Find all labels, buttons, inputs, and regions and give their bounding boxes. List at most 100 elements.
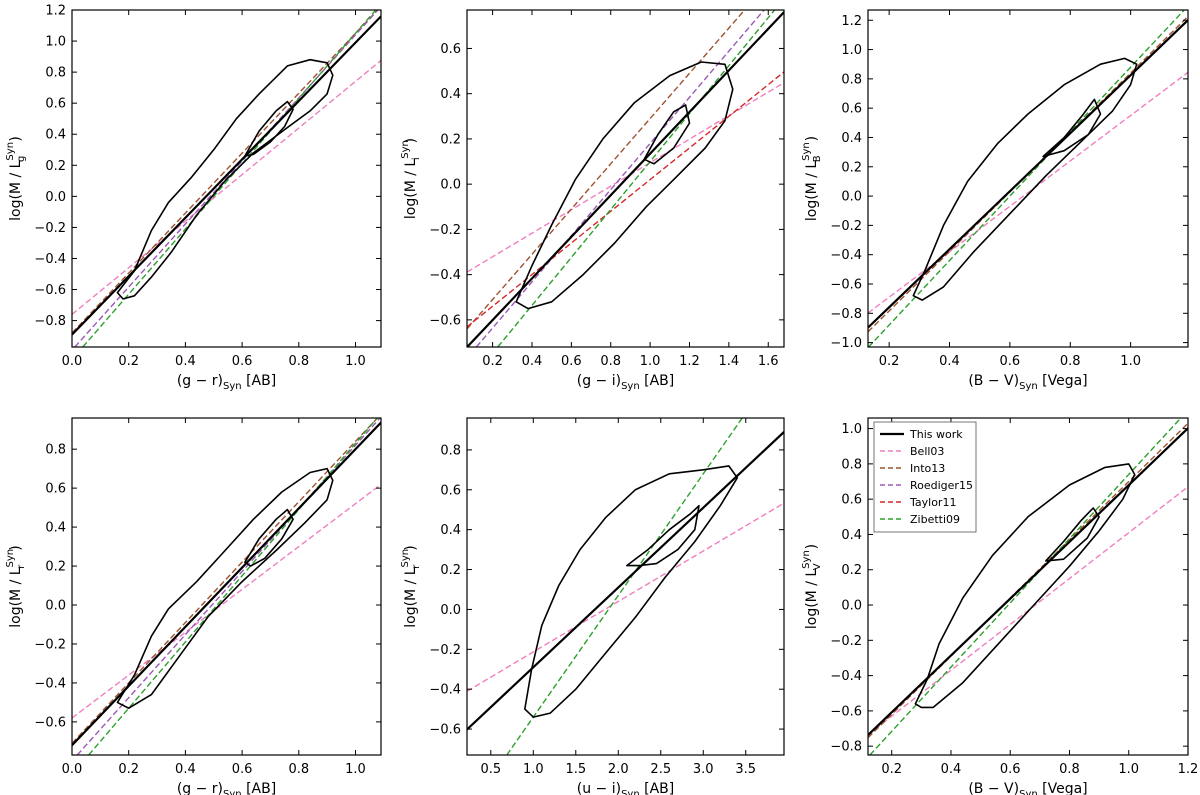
- series-line-bell03: [467, 82, 784, 273]
- x-tick-label: 0.0: [62, 762, 83, 777]
- x-tick-label: 0.8: [1060, 354, 1081, 369]
- y-axis-label-sup: Syn: [400, 549, 411, 568]
- legend-label-taylor11: Taylor11: [909, 496, 956, 509]
- axes-frame: [867, 417, 1189, 756]
- x-axis-label-tail: [AB]: [640, 781, 675, 795]
- series-line-zibetti09: [868, 10, 1185, 347]
- legend-frame: [873, 421, 977, 533]
- y-axis-label-sup: Syn: [801, 142, 812, 161]
- y-tick-label: −0.2: [830, 634, 862, 649]
- contour-inner: [244, 508, 294, 567]
- y-axis-label-sup: Syn: [5, 549, 16, 568]
- axes-frame: [71, 417, 382, 756]
- x-axis-label-tail: [AB]: [242, 781, 277, 795]
- x-tick-label: 1.5: [565, 762, 586, 777]
- panels-group: 0.0 0.2 0.4 0.6 0.8 1.0 −0.8 −0.6 −0.4 −0.2 0.0 0.2…: [5, 4, 1198, 795]
- x-tick-label: 1.0: [523, 762, 544, 777]
- y-tick-label: 0.4: [45, 521, 66, 536]
- y-axis-label: log(M / LSynr): [400, 545, 422, 628]
- y-axis-label-sub: r: [411, 564, 422, 569]
- y-tick-label: 0.2: [45, 560, 66, 575]
- contour-inner: [1045, 507, 1100, 562]
- x-axis-label-tail: [AB]: [640, 373, 675, 389]
- y-axis-label-tail: ): [403, 545, 419, 550]
- y-tick-label: −0.6: [429, 723, 461, 738]
- y-tick-label: 0.4: [841, 131, 862, 146]
- x-tick-label: 1.6: [758, 354, 779, 369]
- x-tick-label: 0.8: [1059, 762, 1080, 777]
- y-tick-label: 0.0: [440, 178, 461, 193]
- contour-inner: [643, 104, 691, 165]
- y-axis-label-main: log(M / L: [8, 160, 24, 221]
- x-tick-label: 1.0: [345, 354, 366, 369]
- x-axis-label-sub: Syn: [1019, 789, 1038, 795]
- x-tick-label: 1.2: [679, 354, 700, 369]
- x-axis-label-sub: Syn: [223, 789, 242, 795]
- panel-top-middle: 0.2 0.4 0.6 0.8 1.0 1.2 1.4 1.6 −0.6 −0.4 −0.2 0.0 0…: [400, 9, 785, 392]
- y-tick-label: −0.4: [34, 252, 66, 267]
- legend-label-roediger15: Roediger15: [910, 479, 973, 492]
- x-tick-label: 0.2: [118, 354, 139, 369]
- y-tick-label: −0.8: [830, 307, 862, 322]
- y-tick-label: −0.6: [34, 715, 66, 730]
- x-axis-label-main: (g − r): [177, 781, 223, 795]
- plot-area: [467, 418, 784, 755]
- y-tick-label: 0.6: [841, 102, 862, 117]
- x-tick-label: 0.4: [522, 354, 543, 369]
- x-axis-label: (g − r)Syn [AB]: [177, 373, 276, 392]
- x-tick-label: 1.0: [1120, 354, 1141, 369]
- x-tick-label: 0.6: [1000, 354, 1021, 369]
- x-tick-label: 1.4: [719, 354, 740, 369]
- y-tick-label: −0.4: [830, 248, 862, 263]
- plot-area: [72, 418, 381, 755]
- x-tick-label: 0.4: [175, 762, 196, 777]
- legend-label-zibetti09: Zibetti09: [910, 513, 960, 526]
- x-axis-label-tail: [Vega]: [1038, 373, 1088, 389]
- y-tick-label: 0.6: [841, 493, 862, 508]
- y-tick-label: 0.8: [45, 443, 66, 458]
- plot-area: [868, 418, 1188, 755]
- series-line-into13: [72, 10, 379, 334]
- panel-top-left: 0.0 0.2 0.4 0.6 0.8 1.0 −0.8 −0.6 −0.4 −0.2 0.0 0.2…: [5, 4, 382, 392]
- y-tick-label: −0.2: [34, 221, 66, 236]
- y-tick-label: −0.6: [830, 704, 862, 719]
- contour-outer: [515, 61, 734, 310]
- x-axis-label-tail: [AB]: [242, 373, 277, 389]
- x-axis-label: (B − V)Syn [Vega]: [968, 373, 1087, 392]
- y-tick-label: −0.4: [830, 669, 862, 684]
- y-axis-label: log(M / LSynr): [5, 545, 27, 628]
- series-line-zibetti09: [869, 418, 1182, 755]
- y-tick-label: −0.8: [34, 314, 66, 329]
- y-tick-label: 1.2: [841, 14, 862, 29]
- x-tick-label: 1.0: [640, 354, 661, 369]
- y-tick-label: 0.6: [440, 483, 461, 498]
- y-tick-label: 0.4: [45, 128, 66, 143]
- y-tick-label: −0.2: [34, 637, 66, 652]
- plot-area: [467, 10, 784, 347]
- y-axis-label-sub: r: [16, 564, 27, 569]
- y-axis-label: log(M / LSynV): [801, 544, 823, 629]
- x-tick-label: 0.6: [232, 762, 253, 777]
- y-tick-label: 1.2: [45, 4, 66, 19]
- contour-outer: [524, 465, 739, 718]
- x-tick-label: 0.0: [62, 354, 83, 369]
- axes-frame: [466, 9, 785, 348]
- y-tick-label: 0.2: [440, 563, 461, 578]
- x-axis-label: (g − r)Syn [AB]: [177, 781, 276, 795]
- y-tick-label: −0.2: [429, 223, 461, 238]
- y-tick-label: −0.6: [34, 283, 66, 298]
- x-tick-label: 0.4: [941, 762, 962, 777]
- y-axis-label-sub: i: [411, 157, 422, 160]
- y-tick-label: −0.8: [830, 740, 862, 755]
- y-tick-label: −0.4: [429, 683, 461, 698]
- series-line-this_work: [467, 11, 784, 347]
- y-tick-label: −1.0: [830, 336, 862, 351]
- series-line-zibetti09: [82, 10, 377, 347]
- y-axis-label: log(M / LSynB): [801, 136, 823, 221]
- y-tick-label: 0.4: [440, 523, 461, 538]
- y-tick-label: 0.0: [440, 603, 461, 618]
- x-axis-label-main: (g − r): [177, 373, 223, 389]
- y-axis-label-tail: ): [8, 545, 24, 550]
- panel-top-right: 0.2 0.4 0.6 0.8 1.0 −1.0 −0.8 −0.6 −0.4 −0.2 0.0 0.…: [801, 9, 1189, 392]
- y-tick-label: 0.2: [841, 160, 862, 175]
